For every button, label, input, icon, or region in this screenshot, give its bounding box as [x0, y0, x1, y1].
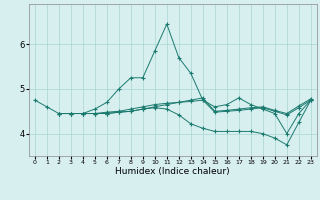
X-axis label: Humidex (Indice chaleur): Humidex (Indice chaleur) [116, 167, 230, 176]
